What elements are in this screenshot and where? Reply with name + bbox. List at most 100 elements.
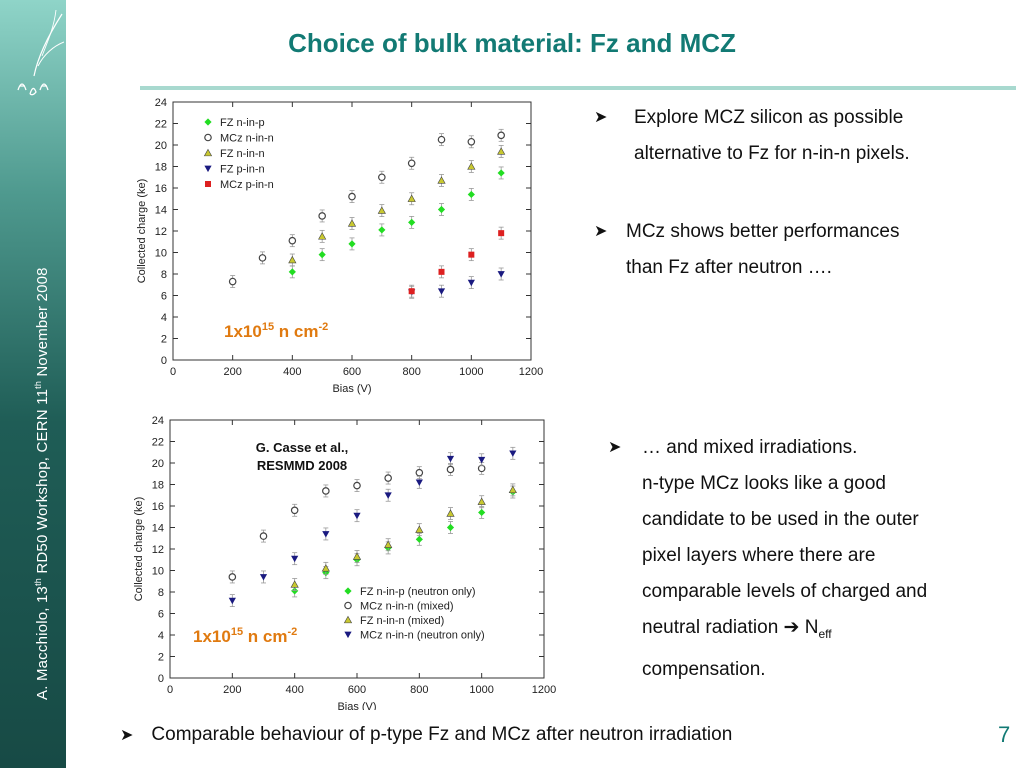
x-axis-label: Bias (V) — [337, 701, 376, 710]
bullet-arrow-icon: ➤ — [594, 223, 608, 240]
x-tick-label: 1000 — [459, 366, 483, 378]
bullet-line: alternative to Fz for n-in-n pixels. — [634, 143, 910, 164]
y-tick-label: 8 — [158, 587, 164, 599]
legend-label: MCz n-in-n — [220, 133, 274, 145]
series-mcz-n-in-n-mixed- — [228, 461, 486, 584]
legend-label: FZ n-in-n — [220, 148, 265, 160]
data-point — [408, 218, 416, 226]
series-mcz-p-in-n — [408, 226, 505, 298]
x-tick-label: 0 — [170, 366, 176, 378]
legend-marker — [204, 165, 212, 173]
x-tick-label: 800 — [402, 366, 420, 378]
x-axis-label: Bias (V) — [332, 383, 371, 395]
bullet-line-neff: neutral radiation ➔ Neff — [642, 617, 832, 641]
bullet-line: than Fz after neutron …. — [626, 257, 832, 278]
legend-label: MCz p-in-n — [220, 179, 274, 191]
data-point — [228, 277, 237, 286]
bullet-arrow-icon: ➤ — [120, 727, 134, 744]
bullet-line: candidate to be used in the outer — [642, 509, 919, 530]
legend-label: FZ n-in-p (neutron only) — [360, 586, 476, 598]
y-tick-label: 22 — [155, 119, 167, 131]
data-point — [259, 532, 268, 540]
data-point — [437, 135, 446, 144]
bullet-line: pixel layers where there are — [642, 545, 876, 566]
data-point — [352, 552, 362, 560]
data-point — [378, 226, 386, 234]
y-tick-label: 16 — [155, 183, 167, 195]
legend-marker — [204, 133, 212, 142]
x-tick-label: 0 — [167, 684, 173, 696]
data-point — [497, 169, 505, 177]
x-tick-label: 400 — [285, 684, 303, 696]
citation-text: G. Casse et al., — [256, 440, 349, 455]
bullet-line: Explore MCZ silicon as possible — [634, 107, 904, 128]
fluence-annotation: 1x1015 n cm-2 — [193, 626, 297, 646]
bullet-line: comparable levels of charged and — [642, 581, 928, 602]
x-tick-label: 1200 — [532, 684, 556, 696]
citation-text: RESMMD 2008 — [257, 458, 347, 473]
data-point — [321, 564, 330, 572]
data-point — [408, 288, 415, 295]
data-point — [288, 255, 297, 264]
y-tick-label: 2 — [158, 652, 164, 664]
y-tick-label: 12 — [155, 226, 167, 238]
data-point — [497, 147, 506, 155]
bottom-bullet: ➤ Comparable behaviour of p-type Fz and M… — [120, 724, 732, 746]
y-axis-label: Collected charge (ke) — [133, 497, 145, 602]
chart-bottom: 0 200 400 600 800 1000 12000246810121416182022… — [133, 415, 556, 710]
y-axis-label: Collected charge (ke) — [136, 179, 148, 284]
data-point — [348, 192, 356, 201]
series-mcz-n-in-n-neutron-only- — [228, 446, 517, 608]
data-point — [318, 232, 327, 240]
data-point — [446, 465, 455, 474]
data-point — [322, 487, 330, 495]
data-point — [477, 497, 486, 505]
legend-marker — [344, 631, 352, 639]
y-tick-label: 16 — [152, 501, 164, 513]
data-point — [468, 251, 475, 258]
chart-top: 0 200 400 600 800 1000 12000246810121416182022… — [136, 97, 543, 395]
data-point — [258, 254, 267, 262]
x-tick-label: 1200 — [519, 366, 543, 378]
x-tick-label: 200 — [223, 684, 241, 696]
data-point — [377, 206, 386, 214]
legend-marker — [203, 148, 213, 157]
legend-marker — [205, 181, 211, 187]
y-tick-label: 6 — [158, 609, 164, 621]
data-point — [415, 479, 423, 486]
bullet-mcz-better: ➤ MCz shows better performances than Fz … — [594, 214, 900, 286]
legend-label: FZ n-in-n (mixed) — [360, 615, 444, 627]
y-tick-label: 8 — [161, 269, 167, 281]
bullet-mixed-irradiations: ➤ … and mixed irradiations. n-type MCz l… — [608, 430, 927, 688]
data-point — [467, 137, 476, 146]
data-point — [437, 176, 446, 184]
x-tick-label: 400 — [283, 366, 301, 378]
legend-label: MCz n-in-n (neutron only) — [360, 630, 485, 642]
y-tick-label: 20 — [152, 458, 164, 470]
legend-marker — [344, 587, 352, 595]
sidebar-band: A. Macchiolo, 13th RD50 Workshop, CERN 1… — [0, 0, 66, 768]
y-tick-label: 14 — [152, 523, 164, 535]
data-point — [384, 492, 392, 499]
data-point — [228, 597, 236, 605]
y-tick-label: 0 — [161, 355, 167, 367]
legend-marker — [204, 118, 212, 126]
data-point — [415, 468, 424, 477]
bullet-line: compensation. — [642, 658, 766, 680]
data-point — [498, 230, 505, 237]
y-tick-label: 22 — [152, 437, 164, 449]
data-point — [290, 506, 299, 515]
bullet-line: MCz shows better performances — [626, 221, 900, 242]
y-tick-label: 10 — [152, 566, 164, 578]
sidebar-author-text: A. Macchiolo, 13th RD50 Workshop, CERN 1… — [33, 267, 51, 700]
x-tick-label: 800 — [410, 684, 428, 696]
data-point — [347, 219, 357, 227]
series-mcz-n-in-n — [228, 128, 505, 288]
x-tick-label: 200 — [223, 366, 241, 378]
data-point — [288, 236, 297, 245]
fluence-annotation: 1x1015 n cm-2 — [224, 321, 328, 341]
bullet-line: n-type MCz looks like a good — [642, 473, 886, 494]
y-tick-label: 10 — [155, 248, 167, 260]
data-point — [353, 481, 361, 490]
y-tick-label: 18 — [155, 162, 167, 174]
